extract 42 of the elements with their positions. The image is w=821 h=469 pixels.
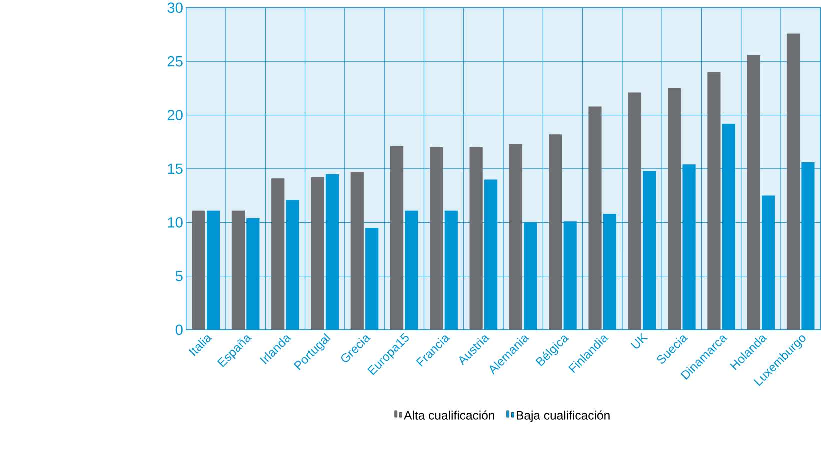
bar [682,164,696,330]
bar [708,72,721,330]
legend-label: Alta cualificación [404,410,494,420]
y-tick-label: 25 [168,56,183,68]
bar [643,171,656,330]
bar [722,124,736,330]
bar [246,218,260,330]
bar [524,222,538,330]
y-tick-label: 5 [176,271,183,282]
bar [272,178,285,330]
bar [390,146,404,330]
bar [786,34,800,330]
bar [668,88,682,330]
bar [444,211,458,330]
bar [192,211,206,330]
bar [588,106,602,330]
bar [206,211,220,330]
bar [470,148,483,330]
bar [802,162,815,330]
bar [762,196,776,330]
bar [286,200,300,330]
bar [311,178,324,330]
y-tick-label: 15 [168,164,183,174]
bar [509,144,523,330]
bar [326,174,340,330]
bar [549,134,562,330]
bar [747,55,760,330]
bar [405,211,418,330]
legend-label: Baja cualificación [517,410,610,423]
bar [484,180,498,330]
bar [350,172,364,330]
bar [232,211,245,330]
bar [366,228,379,330]
y-tick-label: 20 [168,110,183,121]
y-tick-label: 0 [176,325,183,336]
bar [564,222,577,330]
y-tick-label: 10 [168,218,183,228]
y-tick-label: 30 [168,2,183,14]
bar [603,214,617,330]
bar [430,148,444,330]
bar [628,92,642,330]
x-tick-label: UK [630,333,648,349]
